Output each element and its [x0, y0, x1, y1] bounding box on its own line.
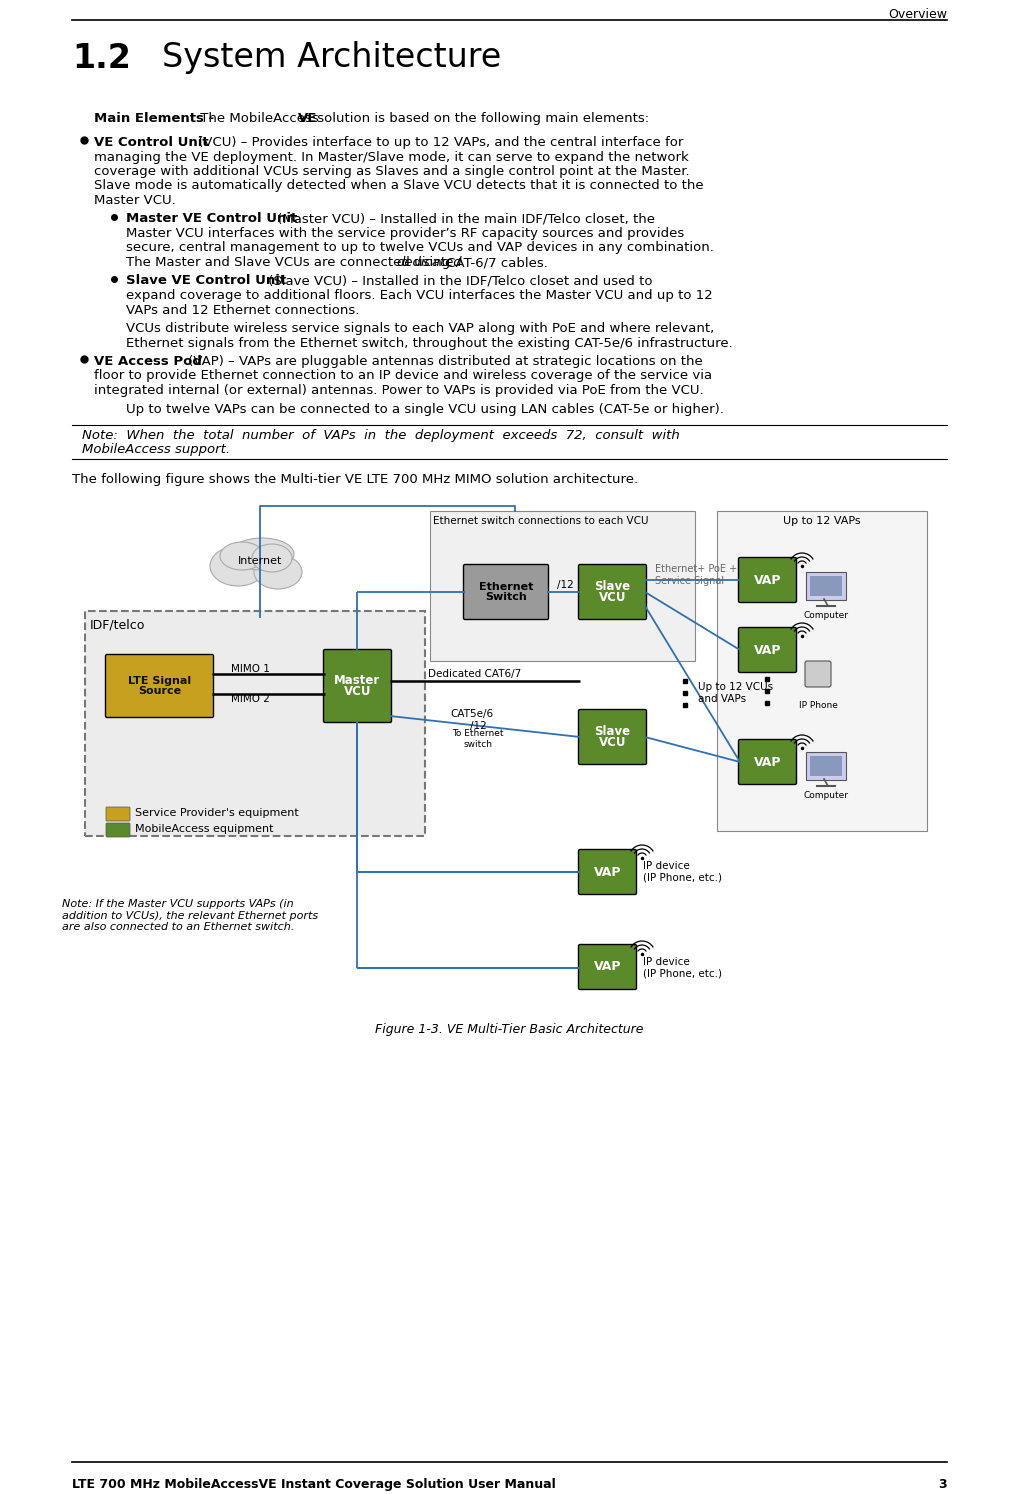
Text: IP device
(IP Phone, etc.): IP device (IP Phone, etc.): [643, 861, 722, 883]
Text: Slave: Slave: [594, 580, 631, 593]
Text: Ethernet signals from the Ethernet switch, throughout the existing CAT-5e/6 infr: Ethernet signals from the Ethernet switc…: [126, 336, 733, 350]
FancyBboxPatch shape: [806, 751, 846, 780]
Text: MobileAccess equipment: MobileAccess equipment: [135, 825, 273, 834]
Text: VE: VE: [298, 112, 317, 125]
Text: Ethernet switch connections to each VCU: Ethernet switch connections to each VCU: [433, 515, 648, 526]
Text: (Master VCU) – Installed in the main IDF/Telco closet, the: (Master VCU) – Installed in the main IDF…: [273, 212, 655, 226]
Text: Dedicated CAT6/7: Dedicated CAT6/7: [428, 669, 522, 678]
Text: Master VCU interfaces with the service provider’s RF capacity sources and provid: Master VCU interfaces with the service p…: [126, 227, 684, 241]
Text: CAT-6/7 cables.: CAT-6/7 cables.: [442, 255, 548, 269]
FancyBboxPatch shape: [579, 944, 637, 989]
Text: expand coverage to additional floors. Each VCU interfaces the Master VCU and up : expand coverage to additional floors. Ea…: [126, 288, 712, 302]
Bar: [430, 511, 695, 660]
Text: VAP: VAP: [594, 865, 622, 878]
Text: secure, central management to up to twelve VCUs and VAP devices in any combinati: secure, central management to up to twel…: [126, 242, 714, 254]
Text: /12: /12: [556, 580, 574, 590]
FancyBboxPatch shape: [739, 557, 797, 602]
Text: Source: Source: [138, 686, 181, 696]
Text: integrated internal (or external) antennas. Power to VAPs is provided via PoE fr: integrated internal (or external) antenn…: [94, 384, 704, 397]
FancyBboxPatch shape: [739, 740, 797, 784]
Text: Switch: Switch: [485, 592, 527, 602]
FancyBboxPatch shape: [323, 650, 391, 723]
Text: VCU: VCU: [343, 684, 371, 698]
Text: Figure 1-3. VE Multi-Tier Basic Architecture: Figure 1-3. VE Multi-Tier Basic Architec…: [375, 1023, 644, 1035]
Text: CAT5e/6: CAT5e/6: [450, 710, 493, 719]
Text: Master VE Control Unit: Master VE Control Unit: [126, 212, 298, 226]
Text: Master VCU.: Master VCU.: [94, 194, 175, 208]
Text: LTE Signal: LTE Signal: [128, 675, 191, 686]
FancyBboxPatch shape: [717, 511, 927, 831]
FancyBboxPatch shape: [106, 823, 130, 837]
FancyBboxPatch shape: [579, 565, 646, 620]
Text: Note:  When  the  total  number  of  VAPs  in  the  deployment  exceeds  72,  co: Note: When the total number of VAPs in t…: [82, 429, 680, 442]
Text: /12: /12: [470, 722, 486, 731]
Text: Master: Master: [334, 674, 381, 687]
Text: Ethernet+ PoE +: Ethernet+ PoE +: [655, 565, 737, 574]
FancyBboxPatch shape: [106, 654, 214, 717]
Text: VE Access Pod: VE Access Pod: [94, 356, 202, 368]
Text: dedicated: dedicated: [396, 255, 462, 269]
Text: MIMO 1: MIMO 1: [230, 663, 269, 674]
FancyBboxPatch shape: [739, 627, 797, 672]
Text: IDF/telco: IDF/telco: [90, 619, 146, 632]
Text: Overview: Overview: [888, 7, 947, 21]
Text: Slave VE Control Unit: Slave VE Control Unit: [126, 275, 286, 287]
Text: Internet: Internet: [237, 556, 282, 566]
Text: LTE 700 MHz MobileAccessVE Instant Coverage Solution User Manual: LTE 700 MHz MobileAccessVE Instant Cover…: [72, 1478, 555, 1491]
Text: Slave: Slave: [594, 725, 631, 738]
Text: The following figure shows the Multi-tier VE LTE 700 MHz MIMO solution architect: The following figure shows the Multi-tie…: [72, 474, 638, 486]
FancyBboxPatch shape: [85, 611, 425, 837]
Text: VE Control Unit: VE Control Unit: [94, 136, 209, 149]
FancyBboxPatch shape: [464, 565, 548, 620]
Text: MobileAccess support.: MobileAccess support.: [82, 444, 230, 457]
Text: (VAP) – VAPs are pluggable antennas distributed at strategic locations on the: (VAP) – VAPs are pluggable antennas dist…: [184, 356, 703, 368]
FancyBboxPatch shape: [106, 807, 130, 822]
Text: VAP: VAP: [754, 644, 782, 656]
Text: 3: 3: [938, 1478, 947, 1491]
FancyBboxPatch shape: [579, 850, 637, 895]
Text: Computer: Computer: [804, 790, 849, 799]
Text: Computer: Computer: [804, 611, 849, 620]
FancyBboxPatch shape: [810, 577, 842, 596]
FancyBboxPatch shape: [805, 660, 832, 687]
Text: VCU: VCU: [599, 735, 627, 748]
Text: Main Elements -: Main Elements -: [94, 112, 214, 125]
Ellipse shape: [220, 542, 264, 571]
Text: VAP: VAP: [594, 961, 622, 974]
Text: The MobileAccess: The MobileAccess: [196, 112, 319, 125]
Text: System Architecture: System Architecture: [162, 42, 501, 75]
Ellipse shape: [230, 538, 294, 571]
Text: Slave mode is automatically detected when a Slave VCU detects that it is connect: Slave mode is automatically detected whe…: [94, 179, 704, 193]
Text: MIMO 2: MIMO 2: [230, 695, 269, 704]
Text: (VCU) – Provides interface to up to 12 VAPs, and the central interface for: (VCU) – Provides interface to up to 12 V…: [194, 136, 684, 149]
Text: To Ethernet
switch: To Ethernet switch: [452, 729, 503, 748]
Text: solution is based on the following main elements:: solution is based on the following main …: [313, 112, 649, 125]
Ellipse shape: [252, 544, 292, 572]
FancyBboxPatch shape: [579, 710, 646, 765]
Text: coverage with additional VCUs serving as Slaves and a single control point at th: coverage with additional VCUs serving as…: [94, 164, 690, 178]
Text: Note: If the Master VCU supports VAPs (in
addition to VCUs), the relevant Ethern: Note: If the Master VCU supports VAPs (i…: [62, 899, 318, 932]
Text: IP Phone: IP Phone: [799, 701, 838, 710]
Text: Ethernet: Ethernet: [479, 583, 533, 592]
Text: IP device
(IP Phone, etc.): IP device (IP Phone, etc.): [643, 958, 722, 979]
Text: VAP: VAP: [754, 574, 782, 587]
Text: Up to twelve VAPs can be connected to a single VCU using LAN cables (CAT-5e or h: Up to twelve VAPs can be connected to a …: [126, 402, 723, 415]
Text: (Slave VCU) – Installed in the IDF/Telco closet and used to: (Slave VCU) – Installed in the IDF/Telco…: [264, 275, 652, 287]
Text: The Master and Slave VCUs are connected using: The Master and Slave VCUs are connected …: [126, 255, 454, 269]
Ellipse shape: [254, 554, 302, 589]
Text: Service Provider's equipment: Service Provider's equipment: [135, 808, 299, 819]
Text: Up to 12 VCUs
and VAPs: Up to 12 VCUs and VAPs: [698, 683, 773, 704]
Text: VCUs distribute wireless service signals to each VAP along with PoE and where re: VCUs distribute wireless service signals…: [126, 323, 714, 335]
Text: VAP: VAP: [754, 756, 782, 768]
Text: managing the VE deployment. In Master/Slave mode, it can serve to expand the net: managing the VE deployment. In Master/Sl…: [94, 151, 689, 163]
Text: Up to 12 VAPs: Up to 12 VAPs: [784, 515, 861, 526]
Text: VCU: VCU: [599, 590, 627, 604]
Ellipse shape: [210, 545, 266, 586]
FancyBboxPatch shape: [806, 572, 846, 601]
Text: 1.2: 1.2: [72, 42, 130, 75]
Text: floor to provide Ethernet connection to an IP device and wireless coverage of th: floor to provide Ethernet connection to …: [94, 369, 712, 382]
Text: VAPs and 12 Ethernet connections.: VAPs and 12 Ethernet connections.: [126, 303, 360, 317]
FancyBboxPatch shape: [810, 756, 842, 775]
Text: Service Signal: Service Signal: [655, 577, 725, 586]
